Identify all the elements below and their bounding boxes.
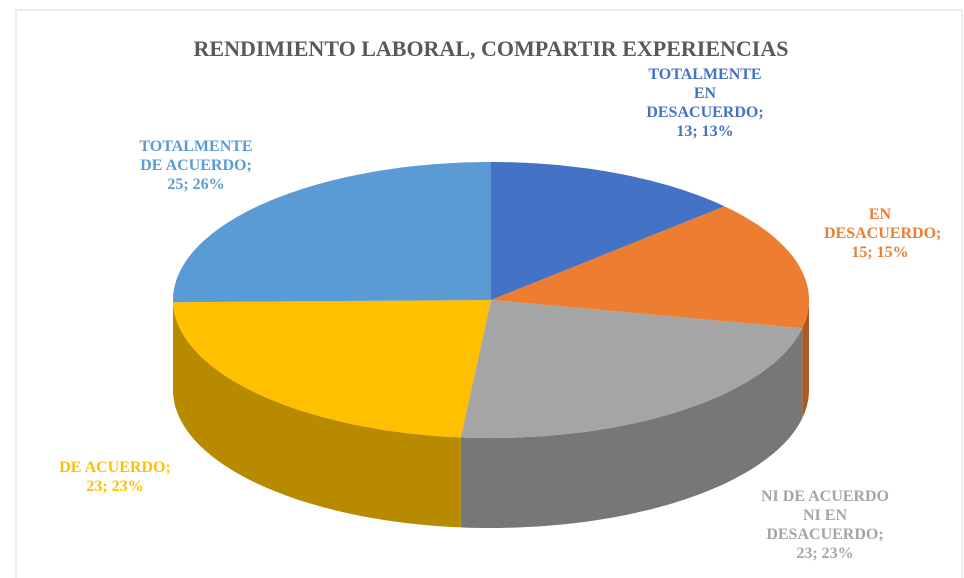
slice-side: [173, 302, 461, 528]
data-label: DE ACUERDO; 23; 23%: [50, 458, 180, 496]
data-label: EN DESACUERDO; 15; 15%: [824, 205, 942, 262]
value-label: 25; 26%: [167, 176, 225, 193]
slice-side: [802, 300, 809, 419]
pie-sides: [173, 300, 809, 528]
slice-side: [460, 328, 803, 528]
category-label: TOTALMENTE EN DESACUERDO;: [646, 66, 764, 121]
chart-border: [15, 9, 963, 578]
data-label: NI DE ACUERDO NI EN DESACUERDO; 23; 23%: [758, 487, 893, 563]
category-label: TOTALMENTE DE ACUERDO;: [139, 138, 253, 174]
value-label: 13; 13%: [676, 123, 734, 140]
category-label: EN DESACUERDO;: [824, 206, 942, 242]
category-label: DE ACUERDO;: [59, 459, 171, 476]
slice: [460, 300, 803, 438]
value-label: 23; 23%: [796, 545, 854, 562]
pie-tops: [173, 162, 809, 438]
slice: [491, 162, 725, 300]
data-label: TOTALMENTE DE ACUERDO; 25; 26%: [131, 137, 261, 194]
slice: [173, 300, 491, 438]
value-label: 23; 23%: [86, 478, 144, 495]
slice: [491, 206, 809, 329]
data-label: TOTALMENTE EN DESACUERDO; 13; 13%: [646, 65, 764, 141]
category-label: NI DE ACUERDO NI EN DESACUERDO;: [760, 488, 889, 543]
value-label: 15; 15%: [851, 244, 909, 261]
chart-title: RENDIMIENTO LABORAL, COMPARTIR EXPERIENC…: [194, 36, 789, 61]
slice: [173, 162, 491, 303]
